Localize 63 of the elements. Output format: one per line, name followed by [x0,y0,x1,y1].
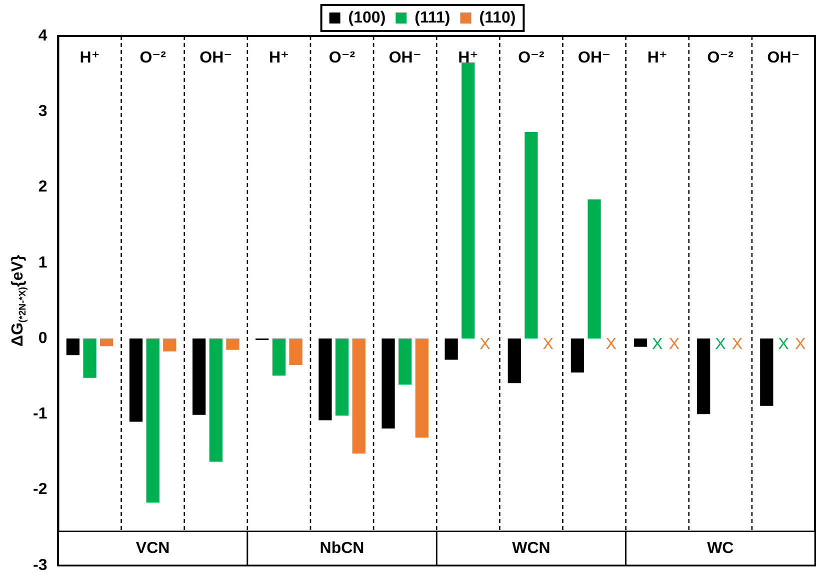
bar [272,338,286,376]
x-tick-label: OH⁻ [200,49,232,66]
y-tick-label: 3 [38,103,48,120]
text: X [778,336,789,353]
bar [100,338,114,346]
bar [398,338,412,385]
annotation: WCN [512,540,550,557]
annotation: NbCN [320,540,364,557]
bar [570,338,584,373]
x-tick-label: O⁻² [140,49,166,66]
bar [462,62,475,339]
x-tick-label: H⁺ [458,49,478,66]
text: X [542,336,554,353]
text: X [652,336,663,353]
bar [289,338,302,365]
x-tick-label: OH⁻ [767,49,800,66]
text: X [715,336,726,353]
text: X [480,336,490,353]
bar [588,199,601,339]
bar [209,338,222,462]
x-tick-label: OH⁻ [388,49,422,66]
y-axis-title: ΔG(*2N-*X){eV} [9,254,28,347]
bar [508,338,521,384]
text: X [732,336,743,353]
legend-label: (110) [479,9,516,26]
bar [83,338,96,378]
x-tick-label: O⁻² [328,49,356,66]
y-tick-label: -2 [32,481,48,498]
x-tick-label: O⁻² [707,49,734,66]
bar [226,338,240,350]
bar [352,338,366,454]
x-tick-label: O⁻² [518,49,544,66]
text: X [668,336,680,353]
bar [146,338,160,503]
text: X [606,336,616,353]
bar [318,338,332,420]
x-tick-label: H⁺ [80,49,100,66]
bar [129,338,143,422]
bar [444,338,458,360]
bar [524,132,538,339]
x-tick-label: H⁺ [268,49,289,66]
bar [634,338,648,347]
x-tick-label: OH⁻ [578,49,611,66]
y-tick-label: 2 [38,178,48,196]
y-tick-label: -3 [32,556,48,574]
bar [192,338,206,415]
bar [163,338,176,352]
y-tick-label: 1 [38,254,48,272]
bar [415,338,428,438]
bar [66,338,80,356]
text: X [794,336,806,353]
annotation: VCN [136,540,170,557]
bar [335,338,349,416]
legend-label: (111) [414,9,450,26]
y-tick-label: -1 [32,406,48,423]
bar [760,338,774,406]
legend-label: (100) [348,9,386,26]
bar [697,338,710,414]
x-tick-label: H⁺ [647,49,668,66]
annotation: WC [707,540,734,557]
y-tick-label: 0 [38,330,48,347]
y-tick-label: 4 [38,27,48,44]
bar [382,338,395,429]
